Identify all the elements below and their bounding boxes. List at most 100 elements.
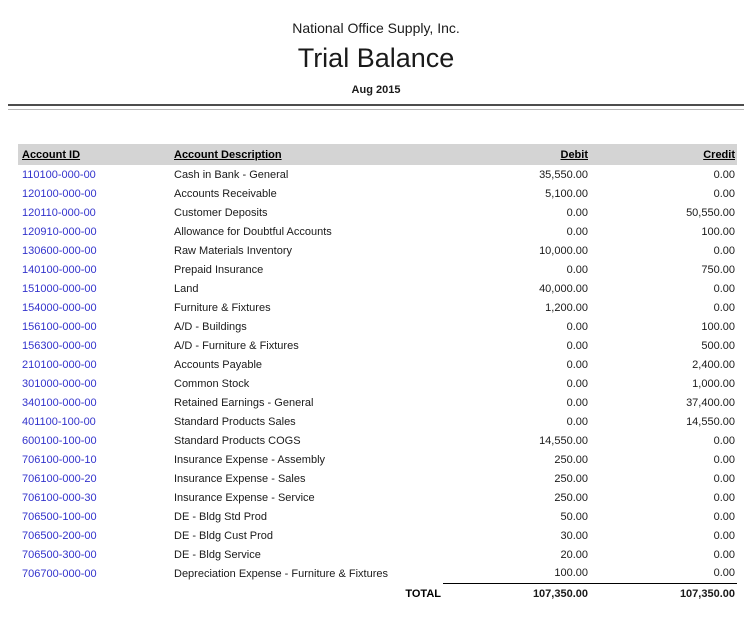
account-description: A/D - Furniture & Fixtures xyxy=(174,339,299,352)
account-id-link[interactable]: 301000-000-00 xyxy=(22,377,97,390)
account-id-link[interactable]: 706500-300-00 xyxy=(22,548,97,561)
account-description: Standard Products Sales xyxy=(174,415,296,428)
credit-amount: 0.00 xyxy=(713,491,735,504)
account-description: Depreciation Expense - Furniture & Fixtu… xyxy=(174,567,388,580)
credit-amount: 0.00 xyxy=(713,434,735,447)
account-id-link[interactable]: 600100-100-00 xyxy=(22,434,97,447)
account-description: Insurance Expense - Sales xyxy=(174,472,306,485)
debit-amount: 10,000.00 xyxy=(539,244,588,257)
credit-amount: 0.00 xyxy=(713,187,735,200)
debit-amount: 0.00 xyxy=(566,415,588,428)
credit-amount: 0.00 xyxy=(713,548,735,561)
credit-amount: 0.00 xyxy=(713,453,735,466)
credit-amount: 100.00 xyxy=(701,320,735,333)
account-description: Retained Earnings - General xyxy=(174,396,314,409)
account-id-link[interactable]: 140100-000-00 xyxy=(22,263,97,276)
account-description: Insurance Expense - Assembly xyxy=(174,453,326,466)
total-credit-amount: 107,350.00 xyxy=(679,588,735,601)
account-id-link[interactable]: 151000-000-00 xyxy=(22,282,97,295)
total-spacer xyxy=(18,583,172,605)
table-row: 706100-000-30 Insurance Expense - Servic… xyxy=(18,488,737,507)
debit-amount: 0.00 xyxy=(566,225,588,238)
debit-amount: 0.00 xyxy=(566,358,588,371)
debit-amount: 0.00 xyxy=(566,320,588,333)
credit-amount: 0.00 xyxy=(713,244,735,257)
table-row: 210100-000-00 Accounts Payable 0.00 2,40… xyxy=(18,355,737,374)
table-row: 156300-000-00 A/D - Furniture & Fixtures… xyxy=(18,336,737,355)
table-row: 706500-100-00 DE - Bldg Std Prod 50.00 0… xyxy=(18,507,737,526)
debit-amount: 0.00 xyxy=(566,396,588,409)
account-id-link[interactable]: 340100-000-00 xyxy=(22,396,97,409)
account-description: Allowance for Doubtful Accounts xyxy=(174,225,332,238)
table-row: 600100-100-00 Standard Products COGS 14,… xyxy=(18,431,737,450)
debit-amount: 250.00 xyxy=(554,453,588,466)
table-row: 151000-000-00 Land 40,000.00 0.00 xyxy=(18,279,737,298)
account-id-link[interactable]: 130600-000-00 xyxy=(22,244,97,257)
table-row: 120910-000-00 Allowance for Doubtful Acc… xyxy=(18,222,737,241)
table-total-row: TOTAL 107,350.00 107,350.00 xyxy=(18,583,737,605)
report-period: Aug 2015 xyxy=(351,84,401,96)
account-id-link[interactable]: 120100-000-00 xyxy=(22,187,97,200)
table-row: 154000-000-00 Furniture & Fixtures 1,200… xyxy=(18,298,737,317)
account-id-link[interactable]: 706100-000-30 xyxy=(22,491,97,504)
table-row: 340100-000-00 Retained Earnings - Genera… xyxy=(18,393,737,412)
debit-amount: 40,000.00 xyxy=(539,282,588,295)
account-id-link[interactable]: 706100-000-20 xyxy=(22,472,97,485)
account-id-link[interactable]: 154000-000-00 xyxy=(22,301,97,314)
account-id-link[interactable]: 210100-000-00 xyxy=(22,358,97,371)
company-name: National Office Supply, Inc. xyxy=(292,20,460,36)
debit-amount: 0.00 xyxy=(566,206,588,219)
report-title: Trial Balance xyxy=(297,43,455,73)
table-row: 140100-000-00 Prepaid Insurance 0.00 750… xyxy=(18,260,737,279)
account-id-link[interactable]: 156100-000-00 xyxy=(22,320,97,333)
debit-amount: 0.00 xyxy=(566,263,588,276)
account-description: Furniture & Fixtures xyxy=(174,301,271,314)
account-description: DE - Bldg Std Prod xyxy=(174,510,267,523)
debit-amount: 0.00 xyxy=(566,377,588,390)
account-description: A/D - Buildings xyxy=(174,320,247,333)
header-divider-rule xyxy=(8,104,744,110)
account-description: DE - Bldg Service xyxy=(174,548,261,561)
debit-amount: 35,550.00 xyxy=(539,168,588,181)
account-description: Accounts Payable xyxy=(174,358,263,371)
account-description: Customer Deposits xyxy=(174,206,268,219)
account-id-link[interactable]: 706500-100-00 xyxy=(22,510,97,523)
table-row: 401100-100-00 Standard Products Sales 0.… xyxy=(18,412,737,431)
table-row: 706500-200-00 DE - Bldg Cust Prod 30.00 … xyxy=(18,526,737,545)
debit-amount: 0.00 xyxy=(566,339,588,352)
table-row: 120100-000-00 Accounts Receivable 5,100.… xyxy=(18,184,737,203)
debit-amount: 30.00 xyxy=(560,529,588,542)
debit-amount: 14,550.00 xyxy=(539,434,588,447)
credit-amount: 2,400.00 xyxy=(692,358,735,371)
credit-amount: 14,550.00 xyxy=(686,415,735,428)
account-id-link[interactable]: 706700-000-00 xyxy=(22,567,97,580)
account-id-link[interactable]: 120910-000-00 xyxy=(22,225,97,238)
credit-amount: 500.00 xyxy=(701,339,735,352)
table-header-row: Account ID Account Description Debit Cre… xyxy=(18,144,737,165)
account-description: Insurance Expense - Service xyxy=(174,491,315,504)
debit-amount: 1,200.00 xyxy=(545,301,588,314)
debit-amount: 250.00 xyxy=(554,472,588,485)
credit-amount: 750.00 xyxy=(701,263,735,276)
credit-amount: 100.00 xyxy=(701,225,735,238)
table-row: 110100-000-00 Cash in Bank - General 35,… xyxy=(18,165,737,184)
account-description: Cash in Bank - General xyxy=(174,168,289,181)
account-id-link[interactable]: 706500-200-00 xyxy=(22,529,97,542)
account-id-link[interactable]: 120110-000-00 xyxy=(22,206,96,219)
column-header-credit: Credit xyxy=(590,144,737,165)
debit-amount: 100.00 xyxy=(443,564,590,584)
credit-amount: 0.00 xyxy=(713,301,735,314)
credit-amount: 50,550.00 xyxy=(686,206,735,219)
account-id-link[interactable]: 401100-100-00 xyxy=(22,415,96,428)
table-row: 706100-000-20 Insurance Expense - Sales … xyxy=(18,469,737,488)
account-description: Prepaid Insurance xyxy=(174,263,264,276)
debit-amount: 20.00 xyxy=(560,548,588,561)
column-header-account-id: Account ID xyxy=(18,144,172,165)
account-description: Raw Materials Inventory xyxy=(174,244,292,257)
account-id-link[interactable]: 706100-000-10 xyxy=(22,453,97,466)
account-id-link[interactable]: 156300-000-00 xyxy=(22,339,97,352)
table-row: 301000-000-00 Common Stock 0.00 1,000.00 xyxy=(18,374,737,393)
total-debit-amount: 107,350.00 xyxy=(532,588,588,601)
account-id-link[interactable]: 110100-000-00 xyxy=(22,168,96,181)
